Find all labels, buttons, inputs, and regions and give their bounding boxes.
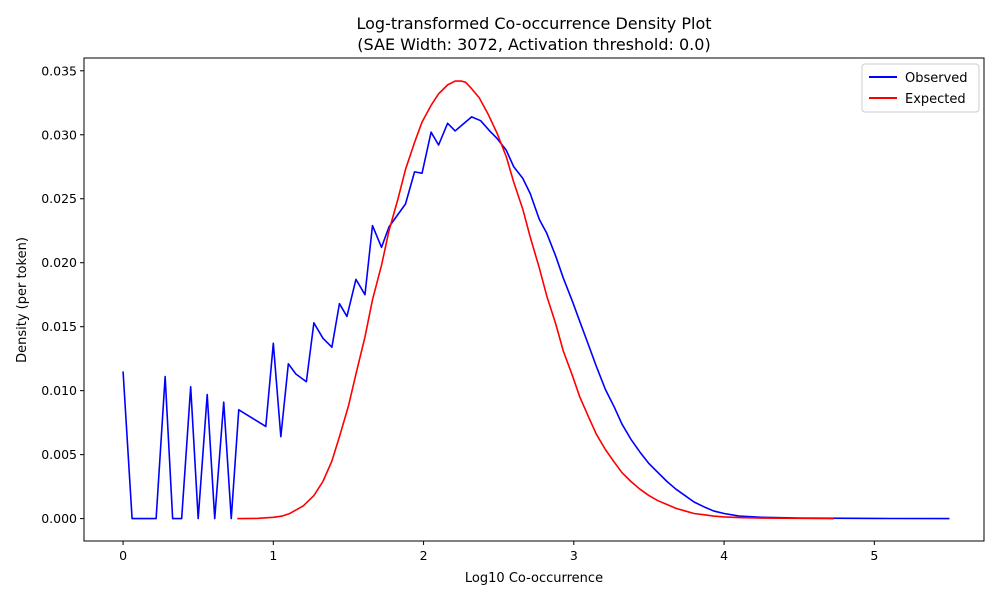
y-axis-ticks: 0.000 0.005 0.010 0.015 0.020 0.025 0.030 0.035 <box>41 63 84 526</box>
y-tick-label: 0.035 <box>41 63 77 78</box>
x-axis-label: Log10 Co-occurrence <box>465 571 603 586</box>
y-tick-label: 0.005 <box>41 447 77 462</box>
chart-title-line-2: (SAE Width: 3072, Activation threshold: … <box>357 35 710 54</box>
x-tick-label: 5 <box>870 548 878 563</box>
x-tick-label: 4 <box>720 548 728 563</box>
legend-label-expected: Expected <box>905 92 966 107</box>
chart-title: Log-transformed Co-occurrence Density Pl… <box>356 14 711 54</box>
x-tick-label: 0 <box>119 548 127 563</box>
plot-area-frame <box>83 57 985 542</box>
y-tick-label: 0.020 <box>41 255 77 270</box>
legend-label-observed: Observed <box>905 71 968 86</box>
y-tick-label: 0.015 <box>41 319 77 334</box>
y-tick-label: 0.025 <box>41 191 77 206</box>
y-tick-label: 0.000 <box>41 511 77 526</box>
x-tick-label: 2 <box>420 548 428 563</box>
x-axis-ticks: 0 1 2 3 4 5 <box>119 541 878 563</box>
y-axis-label: Density (per token) <box>15 237 30 363</box>
x-tick-label: 3 <box>570 548 578 563</box>
y-tick-label: 0.010 <box>41 383 77 398</box>
x-tick-label: 1 <box>269 548 277 563</box>
chart-title-line-1: Log-transformed Co-occurrence Density Pl… <box>356 14 711 33</box>
legend: Observed Expected <box>861 63 980 113</box>
series-line-expected <box>237 80 834 520</box>
series-line-observed <box>122 116 950 520</box>
y-tick-label: 0.030 <box>41 127 77 142</box>
series-layer <box>122 80 950 520</box>
